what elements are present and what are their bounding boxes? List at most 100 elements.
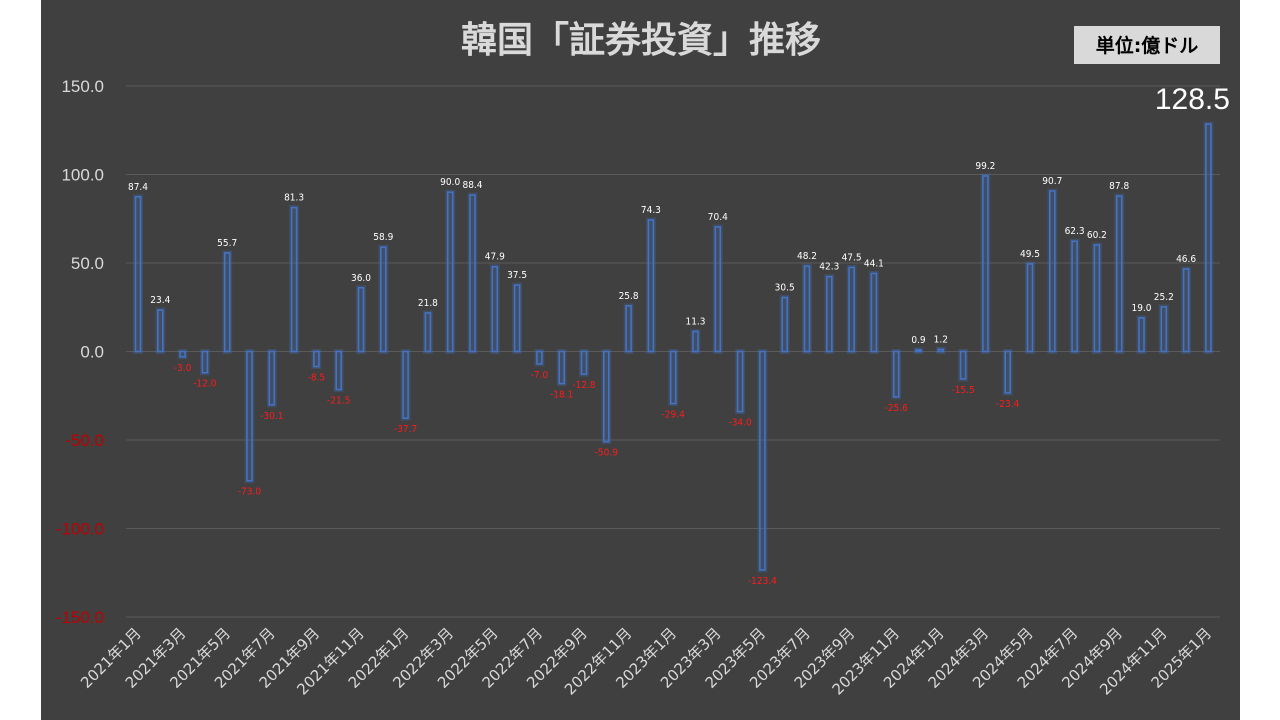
data-label: 25.8 — [619, 291, 639, 302]
data-label: 23.4 — [150, 295, 170, 306]
data-label: 58.9 — [373, 232, 393, 243]
data-labels: 87.4 23.4 -3.0-12.0 55.7 -73.0 -30.1 81.3 -8.5 -… — [128, 83, 1230, 587]
data-label: 81.3 — [284, 193, 304, 204]
data-label: 87.4 — [128, 182, 148, 193]
data-label: 37.5 — [507, 270, 527, 281]
bar — [736, 350, 744, 413]
bar — [1182, 268, 1190, 353]
bar — [357, 286, 365, 353]
data-label: 128.5 — [1155, 83, 1230, 116]
data-label: -12.8 — [572, 380, 596, 391]
data-label: 48.2 — [797, 251, 817, 262]
y-tick-label: -50.0 — [65, 431, 104, 450]
bar — [1160, 306, 1168, 353]
bar — [223, 252, 231, 353]
data-label: -37.7 — [394, 424, 417, 435]
data-label: -29.4 — [662, 410, 686, 421]
y-tick-label: 50.0 — [71, 254, 104, 273]
bar — [602, 350, 610, 443]
data-label: 90.7 — [1042, 176, 1062, 187]
data-label: 42.3 — [819, 262, 839, 273]
data-label: 47.9 — [485, 252, 505, 263]
data-label: -12.0 — [193, 379, 217, 390]
bar — [714, 226, 722, 353]
data-label: -50.9 — [595, 448, 619, 459]
y-axis-ticks: 150.0 100.0 50.0 0.0 -50.0 -100.0 -150.0 — [56, 77, 104, 627]
bar — [848, 266, 855, 353]
bar — [959, 350, 967, 380]
y-tick-label: 0.0 — [80, 343, 104, 362]
data-label: -25.6 — [885, 403, 909, 414]
bar — [335, 350, 343, 391]
data-label: 30.5 — [775, 283, 795, 294]
bar — [379, 246, 387, 353]
bar — [580, 350, 588, 375]
data-label: 36.0 — [351, 273, 371, 284]
bar — [625, 305, 632, 353]
bar — [937, 348, 945, 353]
bar — [1138, 317, 1145, 353]
data-label: -15.5 — [951, 385, 974, 396]
bar — [290, 206, 298, 353]
data-label: 19.0 — [1131, 303, 1151, 314]
unit-label: 単位:億ドル — [1096, 34, 1199, 57]
bar — [268, 350, 276, 406]
bar — [1205, 123, 1212, 353]
y-tick-label: -150.0 — [56, 608, 104, 627]
x-axis-ticks: 2021年1月2021年3月2021年5月2021年7月2021年9月2021年… — [77, 624, 1215, 698]
bar — [692, 330, 699, 353]
bar — [1093, 244, 1101, 353]
data-label: 60.2 — [1087, 230, 1107, 241]
data-label: -3.0 — [174, 363, 192, 374]
bars — [133, 121, 1214, 573]
bar — [558, 350, 566, 385]
bar — [1071, 240, 1078, 353]
bar — [781, 296, 789, 353]
bar — [669, 350, 677, 405]
data-label: 44.1 — [864, 258, 884, 269]
bar — [1004, 350, 1012, 394]
bar-chart: 韓国「証券投資」推移 単位:億ドル 150.0 100.0 50.0 0.0 -50.0… — [56, 20, 1230, 699]
data-label: 11.3 — [685, 316, 705, 327]
bar — [870, 272, 878, 353]
data-label: 46.6 — [1176, 254, 1196, 265]
chart-title: 韓国「証券投資」推移 — [461, 20, 821, 61]
unit-label-box — [1074, 26, 1220, 64]
chart-panel: 韓国「証券投資」推移 単位:億ドル 150.0 100.0 50.0 0.0 -50.0… — [41, 0, 1240, 720]
data-label: 99.2 — [975, 161, 995, 172]
bar — [246, 350, 253, 482]
data-label: -34.0 — [728, 418, 752, 429]
bar — [134, 196, 142, 353]
data-label: -7.0 — [531, 370, 549, 381]
data-label: -23.4 — [996, 399, 1020, 410]
data-label: 70.4 — [708, 212, 728, 223]
data-label: 21.8 — [418, 298, 438, 309]
bar — [1048, 190, 1056, 353]
data-label: 87.8 — [1109, 181, 1129, 192]
data-label: -73.0 — [238, 487, 262, 498]
bar — [647, 219, 655, 353]
y-tick-label: 100.0 — [61, 166, 104, 185]
data-label: -30.1 — [260, 411, 283, 422]
bar — [982, 175, 989, 353]
bar — [759, 350, 766, 571]
bar — [402, 350, 409, 420]
bar — [825, 275, 833, 353]
data-label: 1.2 — [934, 334, 948, 345]
data-label: -18.1 — [550, 390, 573, 401]
data-label: 90.0 — [440, 177, 460, 188]
data-label: 47.5 — [842, 252, 862, 263]
data-label: 55.7 — [217, 238, 237, 249]
data-label: 74.3 — [641, 205, 661, 216]
data-label: 0.9 — [911, 335, 926, 346]
data-label: -21.5 — [327, 396, 350, 407]
gridlines — [126, 85, 1220, 618]
bar — [446, 191, 454, 353]
bar — [892, 350, 900, 398]
data-label: 62.3 — [1065, 226, 1085, 237]
data-label: -8.5 — [308, 373, 326, 384]
data-label: 49.5 — [1020, 249, 1040, 260]
bar — [1026, 263, 1034, 353]
bar — [157, 309, 164, 353]
data-label: -123.4 — [748, 576, 777, 587]
